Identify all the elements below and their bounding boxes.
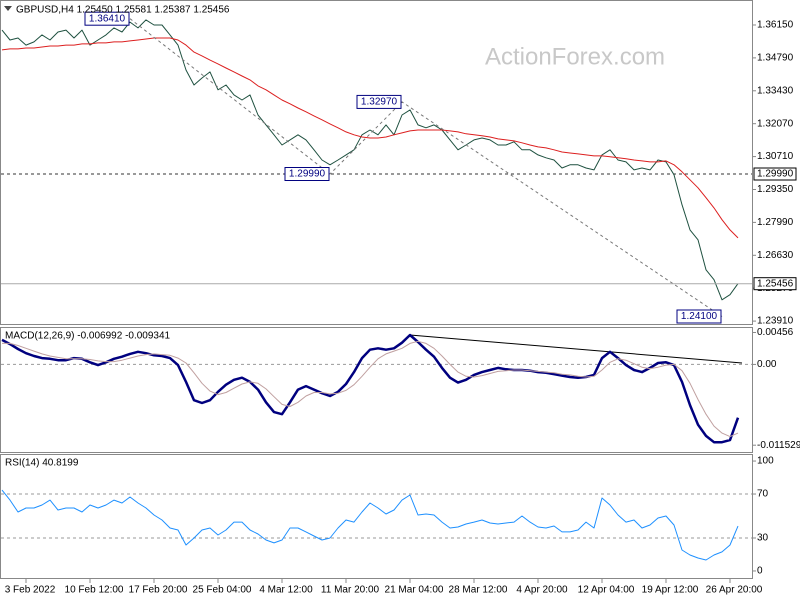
y-tick-label: 1.36150	[757, 20, 794, 31]
annotation-label: 1.24100	[681, 311, 718, 322]
x-tick-label: 25 Feb 04:00	[193, 585, 252, 596]
panel-title: GBPUSD,H4 1.25450 1.25581 1.25387 1.2545…	[16, 5, 230, 16]
series-line	[1, 37, 739, 239]
rsi-panel-frame	[0, 454, 753, 579]
x-tick-label: 4 Mar 12:00	[259, 585, 313, 596]
annotation-box	[84, 11, 130, 26]
last-price-box	[753, 277, 797, 291]
series-line	[1, 19, 739, 301]
x-tick-label: 4 Apr 20:00	[516, 585, 568, 596]
y-tick-label: 0.00	[757, 359, 777, 370]
x-tick-label: 11 Mar 20:00	[321, 585, 380, 596]
y-tick-label: 1.33430	[757, 85, 794, 96]
trend-line	[409, 334, 743, 364]
y-tick-label: 70	[757, 489, 769, 500]
y-tick-label: 1.29350	[757, 184, 794, 195]
y-tick-label: 1.34790	[757, 53, 794, 64]
series-line	[1, 333, 740, 444]
x-tick-label: 21 Mar 04:00	[385, 585, 444, 596]
series-line	[2, 340, 739, 438]
y-tick-label: 0	[757, 566, 763, 577]
annotation-box	[676, 309, 722, 324]
x-tick-label: 12 Apr 04:00	[578, 585, 635, 596]
y-tick-label: 1.30710	[757, 151, 794, 162]
x-tick-label: 26 Apr 20:00	[706, 585, 763, 596]
annotation-label: 1.36410	[89, 13, 126, 24]
annotation-label: 1.32970	[361, 97, 398, 108]
menu-icon	[4, 6, 12, 11]
y-tick-label: -0.011529	[757, 440, 800, 451]
annotation-label: 1.29990	[289, 169, 326, 180]
x-tick-label: 10 Feb 12:00	[65, 585, 124, 596]
y-tick-label: 1.23910	[757, 316, 794, 327]
y-tick-label: 1.26630	[757, 250, 794, 261]
level-label: 1.29990	[757, 169, 794, 180]
annotation-box	[284, 167, 330, 182]
watermark: ActionForex.com	[485, 43, 665, 70]
y-tick-label: 1.32070	[757, 118, 794, 129]
y-tick-label: 100	[757, 456, 774, 467]
x-tick-label: 3 Feb 2022	[5, 585, 56, 596]
x-tick-label: 28 Mar 12:00	[449, 585, 508, 596]
y-tick-label: 1.27990	[757, 217, 794, 228]
panel-title: RSI(14) 40.8199	[5, 458, 79, 469]
y-tick-label: 30	[757, 533, 769, 544]
zigzag-line	[129, 18, 723, 317]
level-label-box	[753, 167, 797, 181]
y-tick-label: 0.00456	[757, 327, 794, 338]
x-tick-label: 17 Feb 20:00	[129, 585, 188, 596]
panel-title: MACD(12,26,9) -0.006992 -0.009341	[5, 331, 171, 342]
series-line	[1, 489, 739, 561]
last-price-label: 1.25456	[757, 278, 794, 289]
macd-panel-frame	[0, 327, 753, 453]
annotation-box	[356, 94, 402, 109]
x-tick-label: 19 Apr 12:00	[642, 585, 699, 596]
price-panel-frame	[0, 0, 753, 325]
